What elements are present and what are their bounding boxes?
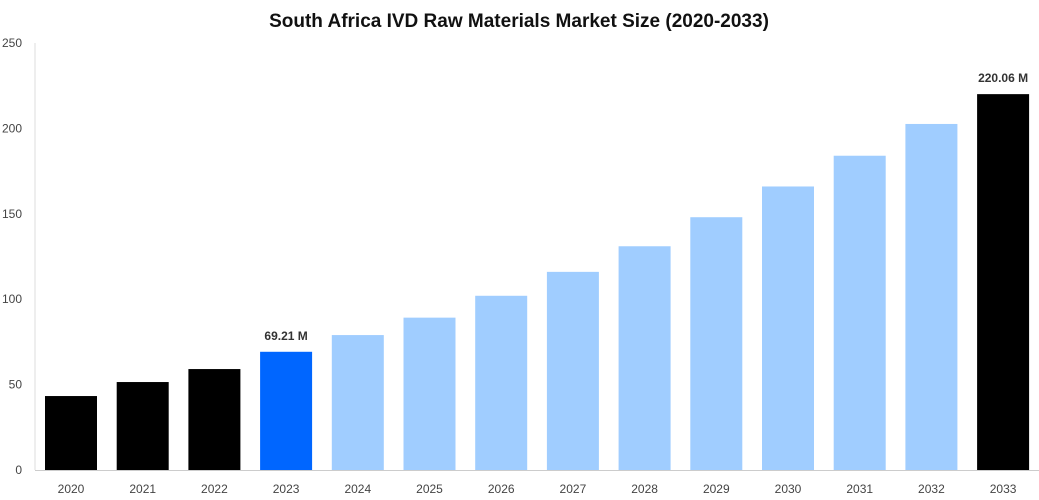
x-tick-label: 2021 <box>129 482 156 496</box>
y-tick-label: 200 <box>2 121 22 135</box>
y-tick-label: 50 <box>9 378 23 392</box>
y-tick-label: 250 <box>2 36 22 50</box>
x-tick-label: 2023 <box>273 482 300 496</box>
bar-2022 <box>188 369 241 470</box>
x-tick-label: 2027 <box>560 482 587 496</box>
x-tick-label: 2022 <box>201 482 228 496</box>
bar-2033 <box>977 94 1030 471</box>
bar-2023 <box>260 351 313 470</box>
bar-2027 <box>546 271 599 470</box>
y-tick-label: 150 <box>2 207 22 221</box>
bar-2020 <box>45 396 97 470</box>
bar-2026 <box>475 295 528 470</box>
x-tick-label: 2025 <box>416 482 443 496</box>
bar-2031 <box>833 155 886 470</box>
x-tick-label: 2028 <box>631 482 658 496</box>
x-tick-label: 2033 <box>990 482 1017 496</box>
bar-2024 <box>331 335 384 470</box>
bar-2029 <box>690 217 743 470</box>
bar-2028 <box>618 246 671 470</box>
bar-2021 <box>116 382 169 470</box>
y-tick-label: 0 <box>15 463 22 477</box>
bar-2032 <box>905 123 958 470</box>
x-tick-label: 2031 <box>846 482 873 496</box>
x-tick-label: 2032 <box>918 482 945 496</box>
bar-2025 <box>403 317 456 470</box>
x-tick-label: 2024 <box>344 482 371 496</box>
chart-title: South Africa IVD Raw Materials Market Si… <box>269 11 769 32</box>
y-tick-label: 100 <box>2 292 22 306</box>
x-tick-label: 2029 <box>703 482 730 496</box>
data-label: 220.06 M <box>978 71 1028 85</box>
bar-2030 <box>762 186 814 471</box>
data-label: 69.21 M <box>264 329 307 343</box>
x-tick-label: 2020 <box>58 482 85 496</box>
x-tick-label: 2030 <box>775 482 802 496</box>
x-tick-label: 2026 <box>488 482 515 496</box>
